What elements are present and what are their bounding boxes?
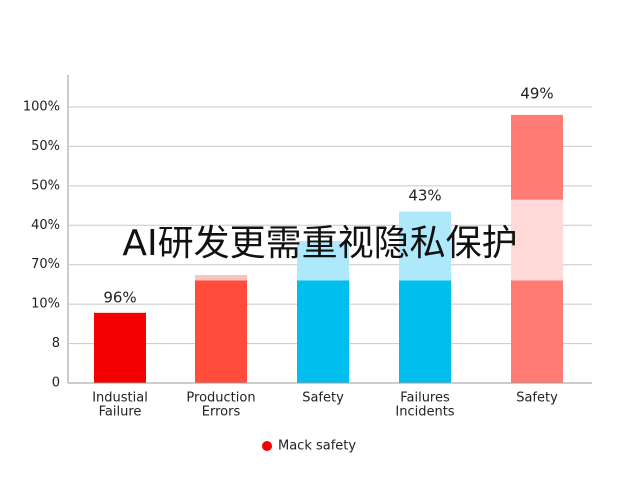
bar-segment [94, 312, 146, 383]
x-tick-label: Incidents [395, 405, 454, 420]
y-tick-label: 50% [31, 178, 60, 193]
bar-segment [511, 280, 563, 383]
bar-segment [195, 280, 247, 383]
x-tick-label: Failures [400, 391, 450, 406]
legend-swatch [262, 441, 272, 451]
bar-segment [511, 199, 563, 281]
x-tick-label: Safety [516, 391, 558, 406]
y-tick-label: 10% [31, 297, 60, 312]
bar-segment [195, 274, 247, 281]
data-label: 49% [520, 85, 553, 103]
x-tick-label: Production [186, 391, 255, 406]
bar-segment [297, 280, 349, 383]
y-tick-label: 50% [31, 139, 60, 154]
y-tick-label: 0 [52, 376, 60, 391]
x-tick-label: Safety [302, 391, 344, 406]
y-tick-label: 100% [23, 100, 60, 115]
x-tick-label: Failure [99, 405, 142, 420]
data-label: 43% [408, 187, 441, 205]
y-tick-label: 40% [31, 218, 60, 233]
overlay-text: AI研发更需重视隐私保护 [122, 223, 517, 264]
x-tick-label: Industial [92, 391, 148, 406]
y-tick-label: 8 [52, 336, 60, 351]
bar-segment [297, 241, 349, 281]
legend-label: Mack safety [278, 439, 356, 454]
bar-segment [399, 211, 451, 281]
data-label: 96% [103, 289, 136, 307]
bar-segment [399, 280, 451, 383]
bar-segment [511, 114, 563, 200]
y-tick-label: 70% [31, 257, 60, 272]
x-tick-label: Errors [202, 405, 241, 420]
